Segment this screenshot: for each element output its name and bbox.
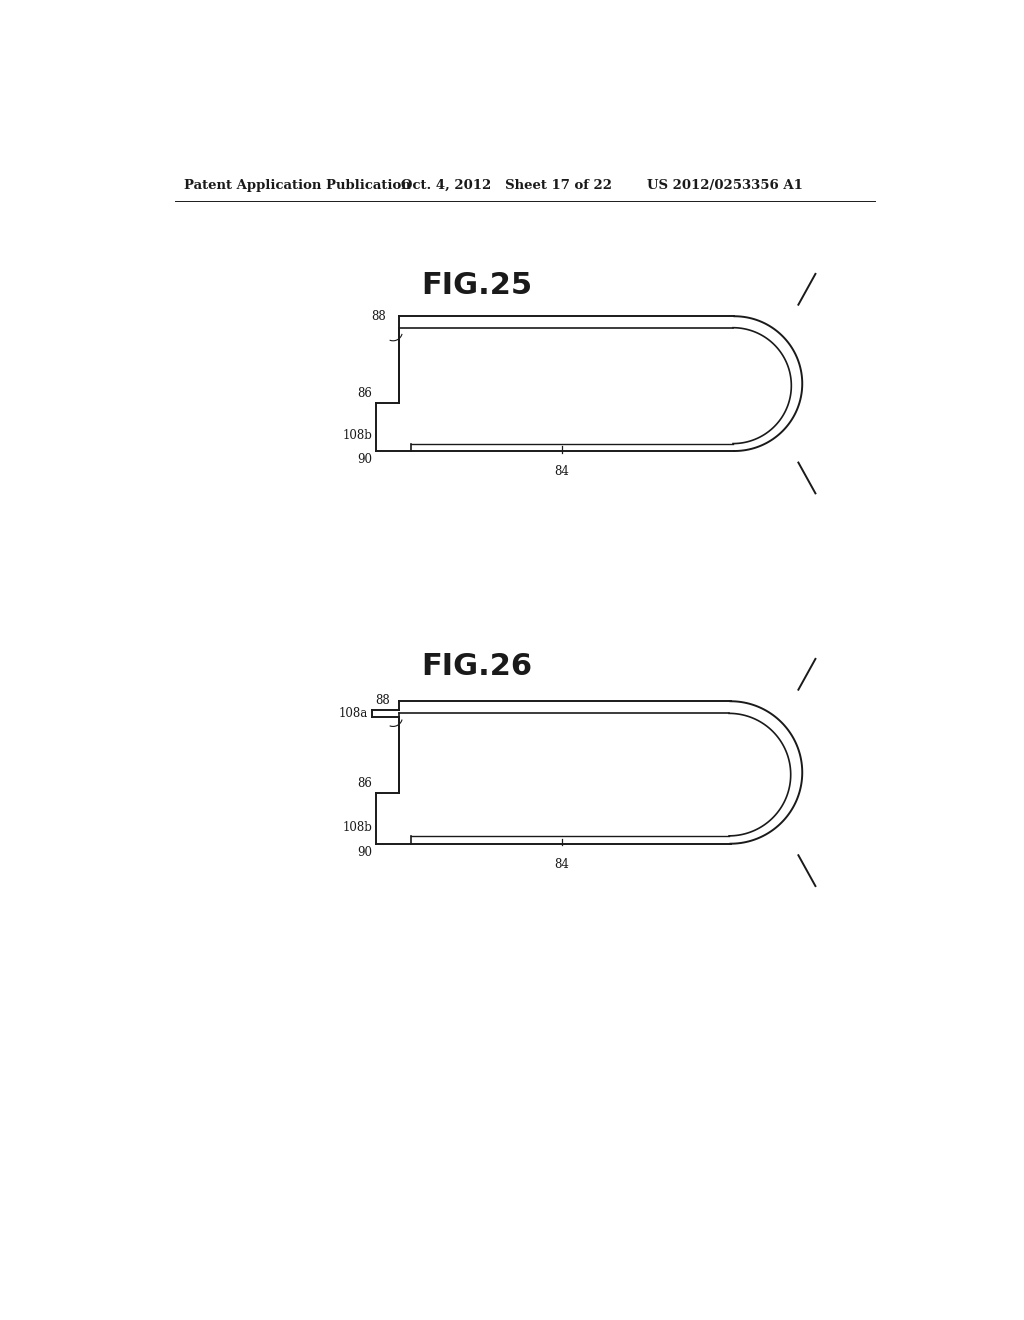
Text: 86: 86 [357, 777, 372, 789]
Text: 88: 88 [372, 310, 386, 323]
Text: 88: 88 [375, 694, 390, 708]
Text: 108b: 108b [342, 429, 372, 442]
Text: FIG.25: FIG.25 [421, 271, 532, 300]
Text: 84: 84 [555, 465, 569, 478]
Text: FIG.26: FIG.26 [421, 652, 532, 681]
Text: 86: 86 [357, 387, 372, 400]
Text: 90: 90 [357, 453, 372, 466]
Text: 84: 84 [555, 858, 569, 871]
Text: Oct. 4, 2012   Sheet 17 of 22: Oct. 4, 2012 Sheet 17 of 22 [400, 178, 611, 191]
Text: 108a: 108a [339, 706, 369, 719]
Text: Patent Application Publication: Patent Application Publication [183, 178, 411, 191]
Text: 108b: 108b [342, 821, 372, 834]
Text: 90: 90 [357, 846, 372, 859]
Text: US 2012/0253356 A1: US 2012/0253356 A1 [647, 178, 803, 191]
